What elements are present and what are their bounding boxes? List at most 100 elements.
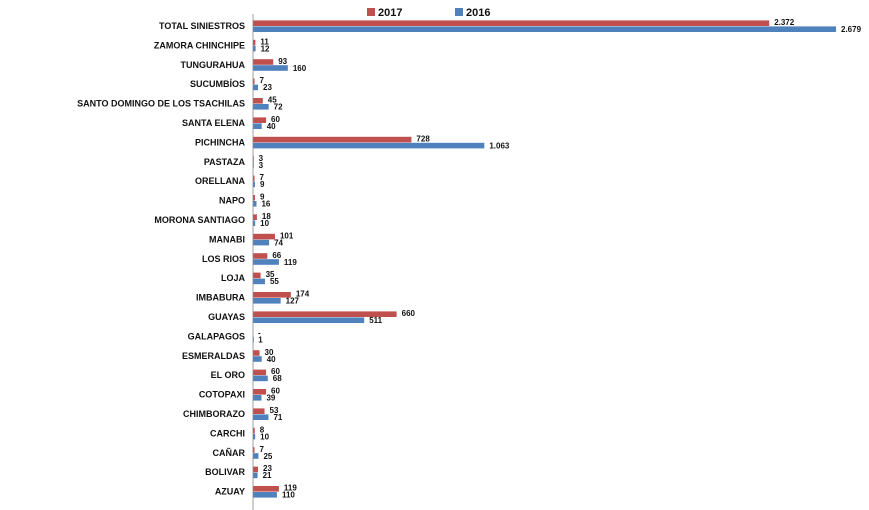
bar-2017	[253, 408, 265, 414]
category-label: SANTA ELENA	[182, 118, 246, 128]
bar-2017	[253, 447, 255, 453]
legend-swatch-2016	[455, 8, 463, 16]
bar-2017	[253, 311, 397, 317]
category-label: AZUAY	[215, 487, 245, 497]
legend-label-2016: 2016	[466, 7, 490, 19]
bar-2017	[253, 253, 268, 259]
bar-2017	[253, 292, 291, 298]
data-label-2016: 160	[293, 64, 307, 73]
data-label-2017: 60	[271, 367, 280, 376]
category-label: SANTO DOMINGO DE LOS TSACHILAS	[77, 99, 245, 109]
data-label-2016: 23	[263, 83, 272, 92]
data-label-2016: 12	[261, 44, 270, 53]
category-label: BOLIVAR	[205, 467, 245, 477]
data-label-2017: 7	[260, 76, 265, 85]
data-label-2016: 127	[286, 297, 300, 306]
data-label-2017: 7	[260, 173, 265, 182]
bar-2016	[253, 142, 485, 149]
bar-2016	[253, 123, 262, 129]
category-label: ORELLANA	[195, 176, 245, 186]
bar-2016	[253, 375, 268, 382]
category-label: TOTAL SINIESTROS	[159, 21, 245, 31]
bar-2016	[253, 26, 836, 32]
bar-2016	[253, 395, 262, 401]
data-label-2016: 9	[260, 180, 265, 189]
category-label: GALAPAGOS	[188, 331, 245, 341]
data-label-2016: 72	[274, 103, 283, 112]
bar-2016	[253, 65, 288, 71]
data-label-2017: 2.372	[774, 18, 795, 27]
data-label-2017: 18	[262, 212, 271, 221]
bar-2017	[253, 389, 267, 395]
category-label: CARCHI	[210, 428, 245, 438]
data-label-2016: 10	[260, 219, 269, 228]
data-label-2017: 93	[278, 57, 287, 66]
data-label-2017: 9	[260, 193, 265, 202]
category-label: SUCUMBÍOS	[190, 79, 245, 89]
data-label-2017: 660	[402, 309, 416, 318]
data-label-2016: 1	[258, 335, 263, 344]
data-label-2017: 60	[271, 387, 280, 396]
data-label-2017: 30	[265, 348, 274, 357]
data-label-2017: 119	[284, 484, 297, 493]
bar-2016	[253, 278, 265, 285]
data-label-2017: 45	[268, 96, 277, 105]
bar-2017	[253, 427, 255, 434]
bar-2017	[253, 195, 255, 201]
bar-2017	[253, 117, 267, 123]
bar-2017	[253, 214, 257, 220]
bar-2017	[253, 39, 256, 46]
data-label-2016: 74	[274, 238, 283, 247]
bar-2016	[253, 414, 269, 420]
bar-2017	[253, 98, 263, 104]
data-label-2017: 3	[259, 154, 264, 163]
bar-2016	[253, 453, 259, 459]
data-label-2016: 2.679	[841, 25, 862, 34]
data-label-2016: 119	[284, 258, 297, 267]
category-label: LOS RIOS	[202, 254, 245, 264]
data-label-2016: 71	[273, 413, 282, 422]
data-label-2016: 68	[273, 374, 282, 383]
data-label-2017: 11	[260, 37, 269, 46]
bar-2016	[253, 356, 262, 362]
bar-2016	[253, 201, 257, 207]
bars-group: TOTAL SINIESTROS 2.372 2.679 ZAMORA CHINCHI…	[77, 18, 861, 500]
bar-2016	[253, 181, 255, 188]
category-label: TUNGURAHUA	[181, 60, 246, 70]
data-label-2016: 39	[266, 394, 275, 403]
bar-2016	[253, 104, 269, 110]
data-label-2017: 7	[260, 445, 265, 454]
category-label: LOJA	[221, 273, 246, 283]
bar-2016	[253, 259, 279, 265]
data-label-2016: 1.063	[489, 141, 510, 150]
bar-2016	[253, 84, 259, 91]
category-label: GUAYAS	[208, 312, 245, 322]
data-label-2016: 511	[369, 316, 382, 325]
bar-2016	[253, 492, 277, 498]
bar-2016	[253, 239, 270, 246]
bar-2016	[253, 220, 256, 226]
data-label-2016: 110	[282, 491, 295, 500]
bar-2017	[253, 78, 255, 85]
bar-2016	[253, 45, 256, 52]
bar-2017	[253, 350, 260, 356]
bar-2017	[253, 20, 770, 26]
data-label-2017: 66	[272, 251, 281, 260]
data-label-2017: 23	[263, 464, 272, 473]
bar-2017	[253, 59, 274, 65]
bar-2017	[253, 136, 412, 143]
legend-label-2017: 2017	[378, 7, 402, 19]
bar-2017	[253, 233, 275, 240]
category-label: ZAMORA CHINCHIPE	[154, 40, 245, 50]
data-label-2017: 728	[416, 134, 430, 143]
data-label-2017: 35	[266, 270, 275, 279]
category-label: NAPO	[219, 196, 245, 206]
category-label: MORONA SANTIAGO	[154, 215, 245, 225]
data-label-2016: 55	[270, 277, 279, 286]
bar-2017	[253, 466, 259, 473]
bar-2017	[253, 369, 267, 376]
data-label-2017: 8	[260, 425, 265, 434]
category-label: CAÑAR	[213, 448, 246, 458]
category-label: PICHINCHA	[195, 137, 246, 147]
